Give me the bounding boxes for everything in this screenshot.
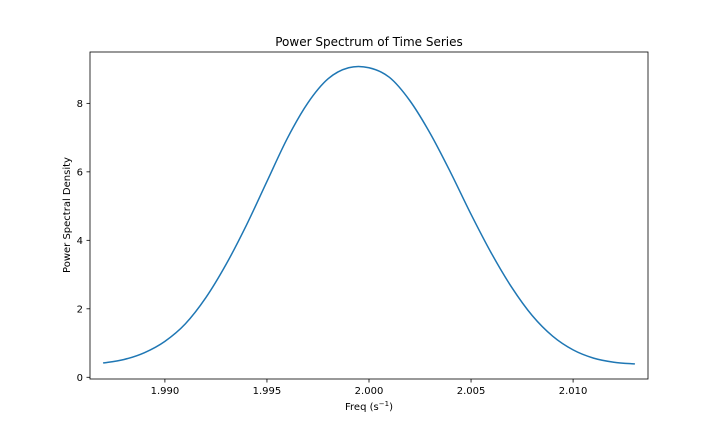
x-tick-label: 1.990: [151, 386, 180, 397]
x-axis-label-close: ): [389, 402, 393, 413]
series-line: [102, 65, 636, 365]
x-axis-label-main: Freq (s: [345, 402, 379, 413]
x-tick-label: 2.010: [559, 386, 588, 397]
plot-frame: [89, 51, 649, 380]
y-tick-label: 6: [77, 167, 83, 178]
y-axis-label: Power Spectral Density: [62, 157, 73, 273]
x-tick-label: 2.005: [457, 386, 486, 397]
y-tick-label: 4: [77, 236, 83, 247]
y-tick-label: 0: [77, 373, 83, 384]
x-axis-ticks: 1.990 1.995 2.000 2.005 2.010: [151, 379, 588, 397]
y-tick-label: 2: [77, 304, 83, 315]
y-axis-ticks: 0 2 4 6 8: [77, 99, 90, 384]
series-layer: [102, 65, 636, 365]
x-tick-label: 1.995: [253, 386, 282, 397]
x-axis-label-superscript: −1: [379, 400, 389, 408]
y-tick-label: 8: [77, 99, 83, 110]
chart-title: Power Spectrum of Time Series: [275, 35, 463, 49]
x-axis-label: Freq (s−1): [345, 400, 393, 413]
x-tick-label: 2.000: [355, 386, 384, 397]
